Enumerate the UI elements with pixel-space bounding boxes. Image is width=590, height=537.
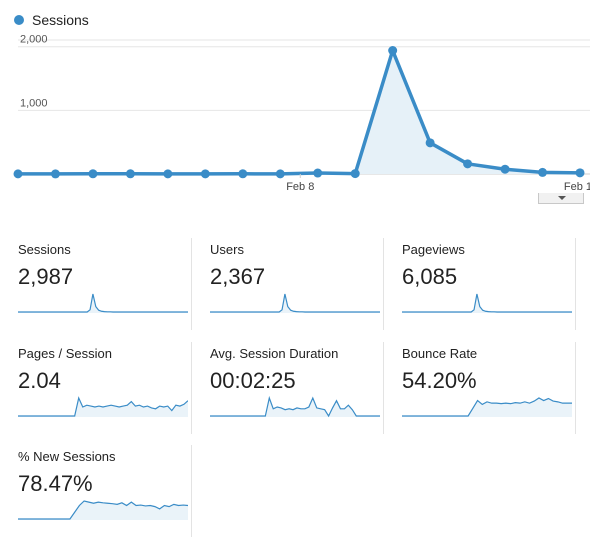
metric-tile[interactable]: Pageviews 6,085 bbox=[392, 238, 576, 330]
metric-tile[interactable]: % New Sessions 78.47% bbox=[8, 445, 192, 537]
chart-range-dropdown-handle[interactable] bbox=[538, 193, 584, 204]
data-point[interactable] bbox=[388, 46, 398, 56]
metric-tile[interactable]: Avg. Session Duration 00:02:25 bbox=[200, 342, 384, 434]
data-point[interactable] bbox=[538, 167, 548, 177]
x-tick-label: Feb 1 bbox=[564, 181, 590, 193]
sparkline-line bbox=[210, 395, 380, 418]
data-point[interactable] bbox=[275, 169, 285, 179]
data-point[interactable] bbox=[125, 169, 135, 179]
metric-label: Users bbox=[210, 242, 244, 257]
data-point[interactable] bbox=[163, 169, 173, 179]
sparkline bbox=[18, 396, 188, 417]
data-point[interactable] bbox=[500, 164, 510, 174]
sparkline-line bbox=[18, 293, 188, 313]
sparkline bbox=[210, 293, 380, 313]
data-point[interactable] bbox=[13, 169, 23, 179]
y-tick-label: 1,000 bbox=[20, 97, 48, 109]
x-tick-label: Feb 8 bbox=[286, 181, 314, 193]
sparkline bbox=[402, 397, 572, 417]
metric-value: 54.20% bbox=[402, 368, 477, 393]
sparkline bbox=[210, 395, 380, 418]
sparkline bbox=[18, 293, 188, 313]
sparkline-area bbox=[402, 294, 572, 313]
sparkline-area bbox=[210, 294, 380, 313]
data-point[interactable] bbox=[313, 168, 323, 178]
data-point[interactable] bbox=[50, 169, 60, 179]
metric-tile[interactable]: Sessions 2,987 bbox=[8, 238, 192, 330]
sparkline bbox=[402, 293, 572, 313]
metric-label: Sessions bbox=[18, 242, 71, 257]
sessions-series-line bbox=[17, 48, 581, 176]
chevron-down-icon bbox=[558, 196, 566, 200]
data-point[interactable] bbox=[575, 168, 585, 178]
metric-tile[interactable]: Pages / Session 2.04 bbox=[8, 342, 192, 434]
data-point[interactable] bbox=[463, 159, 473, 169]
data-point[interactable] bbox=[425, 138, 435, 148]
sessions-line-chart[interactable]: 2,000 1,000 Feb 8 Feb 1 bbox=[0, 32, 590, 202]
metric-value: 2.04 bbox=[18, 368, 61, 393]
metric-label: Pageviews bbox=[402, 242, 465, 257]
metric-value: 2,367 bbox=[210, 264, 266, 289]
data-point[interactable] bbox=[238, 169, 248, 179]
legend-series-label: Sessions bbox=[32, 12, 89, 28]
chart-legend[interactable]: Sessions bbox=[14, 12, 89, 28]
sparkline-area bbox=[18, 294, 188, 313]
sessions-area-fill bbox=[18, 50, 580, 174]
sparkline-area bbox=[18, 501, 188, 520]
sparkline-line bbox=[402, 397, 572, 417]
metric-value: 00:02:25 bbox=[210, 368, 296, 393]
metric-label: Pages / Session bbox=[18, 346, 112, 361]
y-tick-label: 2,000 bbox=[20, 34, 48, 46]
metric-label: % New Sessions bbox=[18, 449, 116, 464]
data-point[interactable] bbox=[88, 169, 98, 179]
metric-label: Bounce Rate bbox=[402, 346, 478, 361]
metric-tile[interactable]: Users 2,367 bbox=[200, 238, 384, 330]
sparkline-line bbox=[402, 293, 572, 313]
data-point[interactable] bbox=[350, 169, 360, 179]
metric-tile[interactable]: Bounce Rate 54.20% bbox=[392, 342, 576, 434]
sparkline-area bbox=[402, 398, 572, 417]
series-color-dot bbox=[14, 15, 24, 25]
metric-value: 6,085 bbox=[402, 264, 458, 289]
sparkline bbox=[18, 500, 188, 520]
sparkline-line bbox=[210, 293, 380, 313]
sparkline-line bbox=[18, 396, 188, 417]
metric-value: 78.47% bbox=[18, 471, 93, 496]
metric-value: 2,987 bbox=[18, 264, 74, 289]
metric-label: Avg. Session Duration bbox=[210, 346, 339, 361]
sparkline-line bbox=[18, 500, 188, 520]
data-point[interactable] bbox=[200, 169, 210, 179]
